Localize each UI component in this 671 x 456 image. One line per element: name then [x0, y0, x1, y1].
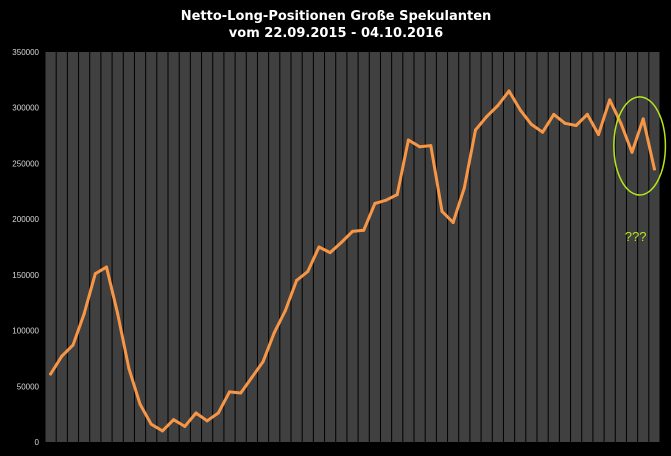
- y-tick-label: 0: [35, 438, 40, 447]
- data-point: [597, 132, 600, 136]
- data-point: [160, 429, 164, 433]
- data-point: [272, 331, 276, 335]
- data-point: [552, 112, 556, 116]
- data-point: [205, 419, 209, 423]
- data-point: [585, 112, 589, 116]
- data-point: [563, 121, 567, 125]
- data-point: [451, 220, 455, 224]
- data-point: [60, 354, 64, 358]
- data-point: [507, 89, 511, 93]
- data-point: [574, 124, 578, 128]
- data-point: [619, 121, 623, 125]
- data-point: [429, 144, 433, 148]
- data-point: [496, 103, 500, 107]
- data-point: [194, 411, 198, 415]
- data-point: [261, 360, 265, 364]
- data-point: [82, 312, 86, 316]
- plot-area: [45, 52, 660, 442]
- data-point: [172, 418, 176, 422]
- data-point: [474, 128, 477, 132]
- data-point: [384, 198, 388, 202]
- data-point: [105, 265, 108, 269]
- data-point: [373, 202, 377, 206]
- data-point: [216, 411, 220, 415]
- data-point: [652, 167, 656, 171]
- y-axis-ticks: 0 50000 100000 150000 200000 250000 300000 3500…: [12, 48, 39, 447]
- data-point: [183, 424, 187, 428]
- data-point: [406, 138, 410, 142]
- data-point: [608, 98, 612, 102]
- data-point: [418, 145, 422, 149]
- y-tick-label: 50000: [17, 382, 40, 391]
- data-point: [518, 108, 522, 112]
- data-point: [239, 391, 243, 395]
- y-tick-label: 150000: [12, 271, 39, 280]
- data-point: [328, 251, 332, 255]
- data-point: [541, 130, 545, 134]
- data-point: [250, 375, 254, 379]
- data-point: [351, 229, 354, 233]
- data-point: [149, 422, 153, 426]
- data-point: [116, 312, 120, 316]
- data-point: [339, 241, 343, 245]
- gridlines: [44, 52, 661, 442]
- data-point: [529, 122, 533, 126]
- data-point: [138, 402, 142, 406]
- highlight-ellipse: [613, 96, 667, 196]
- y-tick-label: 250000: [12, 159, 39, 168]
- chart-title-line-1: Netto-Long-Positionen Große Spekulanten: [181, 9, 492, 24]
- data-point: [295, 278, 299, 282]
- data-point: [49, 372, 53, 376]
- data-point: [228, 390, 231, 394]
- data-point: [462, 186, 466, 190]
- data-point: [127, 366, 131, 370]
- data-point: [93, 272, 97, 276]
- data-point: [395, 193, 399, 197]
- data-point: [71, 343, 75, 347]
- data-point: [317, 245, 321, 249]
- annotation-question-marks: ???: [625, 229, 647, 244]
- data-point: [362, 228, 366, 232]
- data-point: [283, 309, 287, 313]
- data-points: [49, 89, 656, 433]
- data-point: [630, 150, 634, 154]
- data-point: [306, 270, 310, 274]
- y-tick-label: 100000: [12, 327, 39, 336]
- y-tick-label: 200000: [12, 215, 39, 224]
- y-tick-label: 350000: [12, 48, 39, 57]
- y-tick-label: 300000: [12, 104, 39, 113]
- data-point: [641, 117, 645, 121]
- data-point: [440, 209, 444, 213]
- chart-title-line-2: vom 22.09.2015 - 04.10.2016: [229, 26, 443, 41]
- data-point: [485, 115, 489, 119]
